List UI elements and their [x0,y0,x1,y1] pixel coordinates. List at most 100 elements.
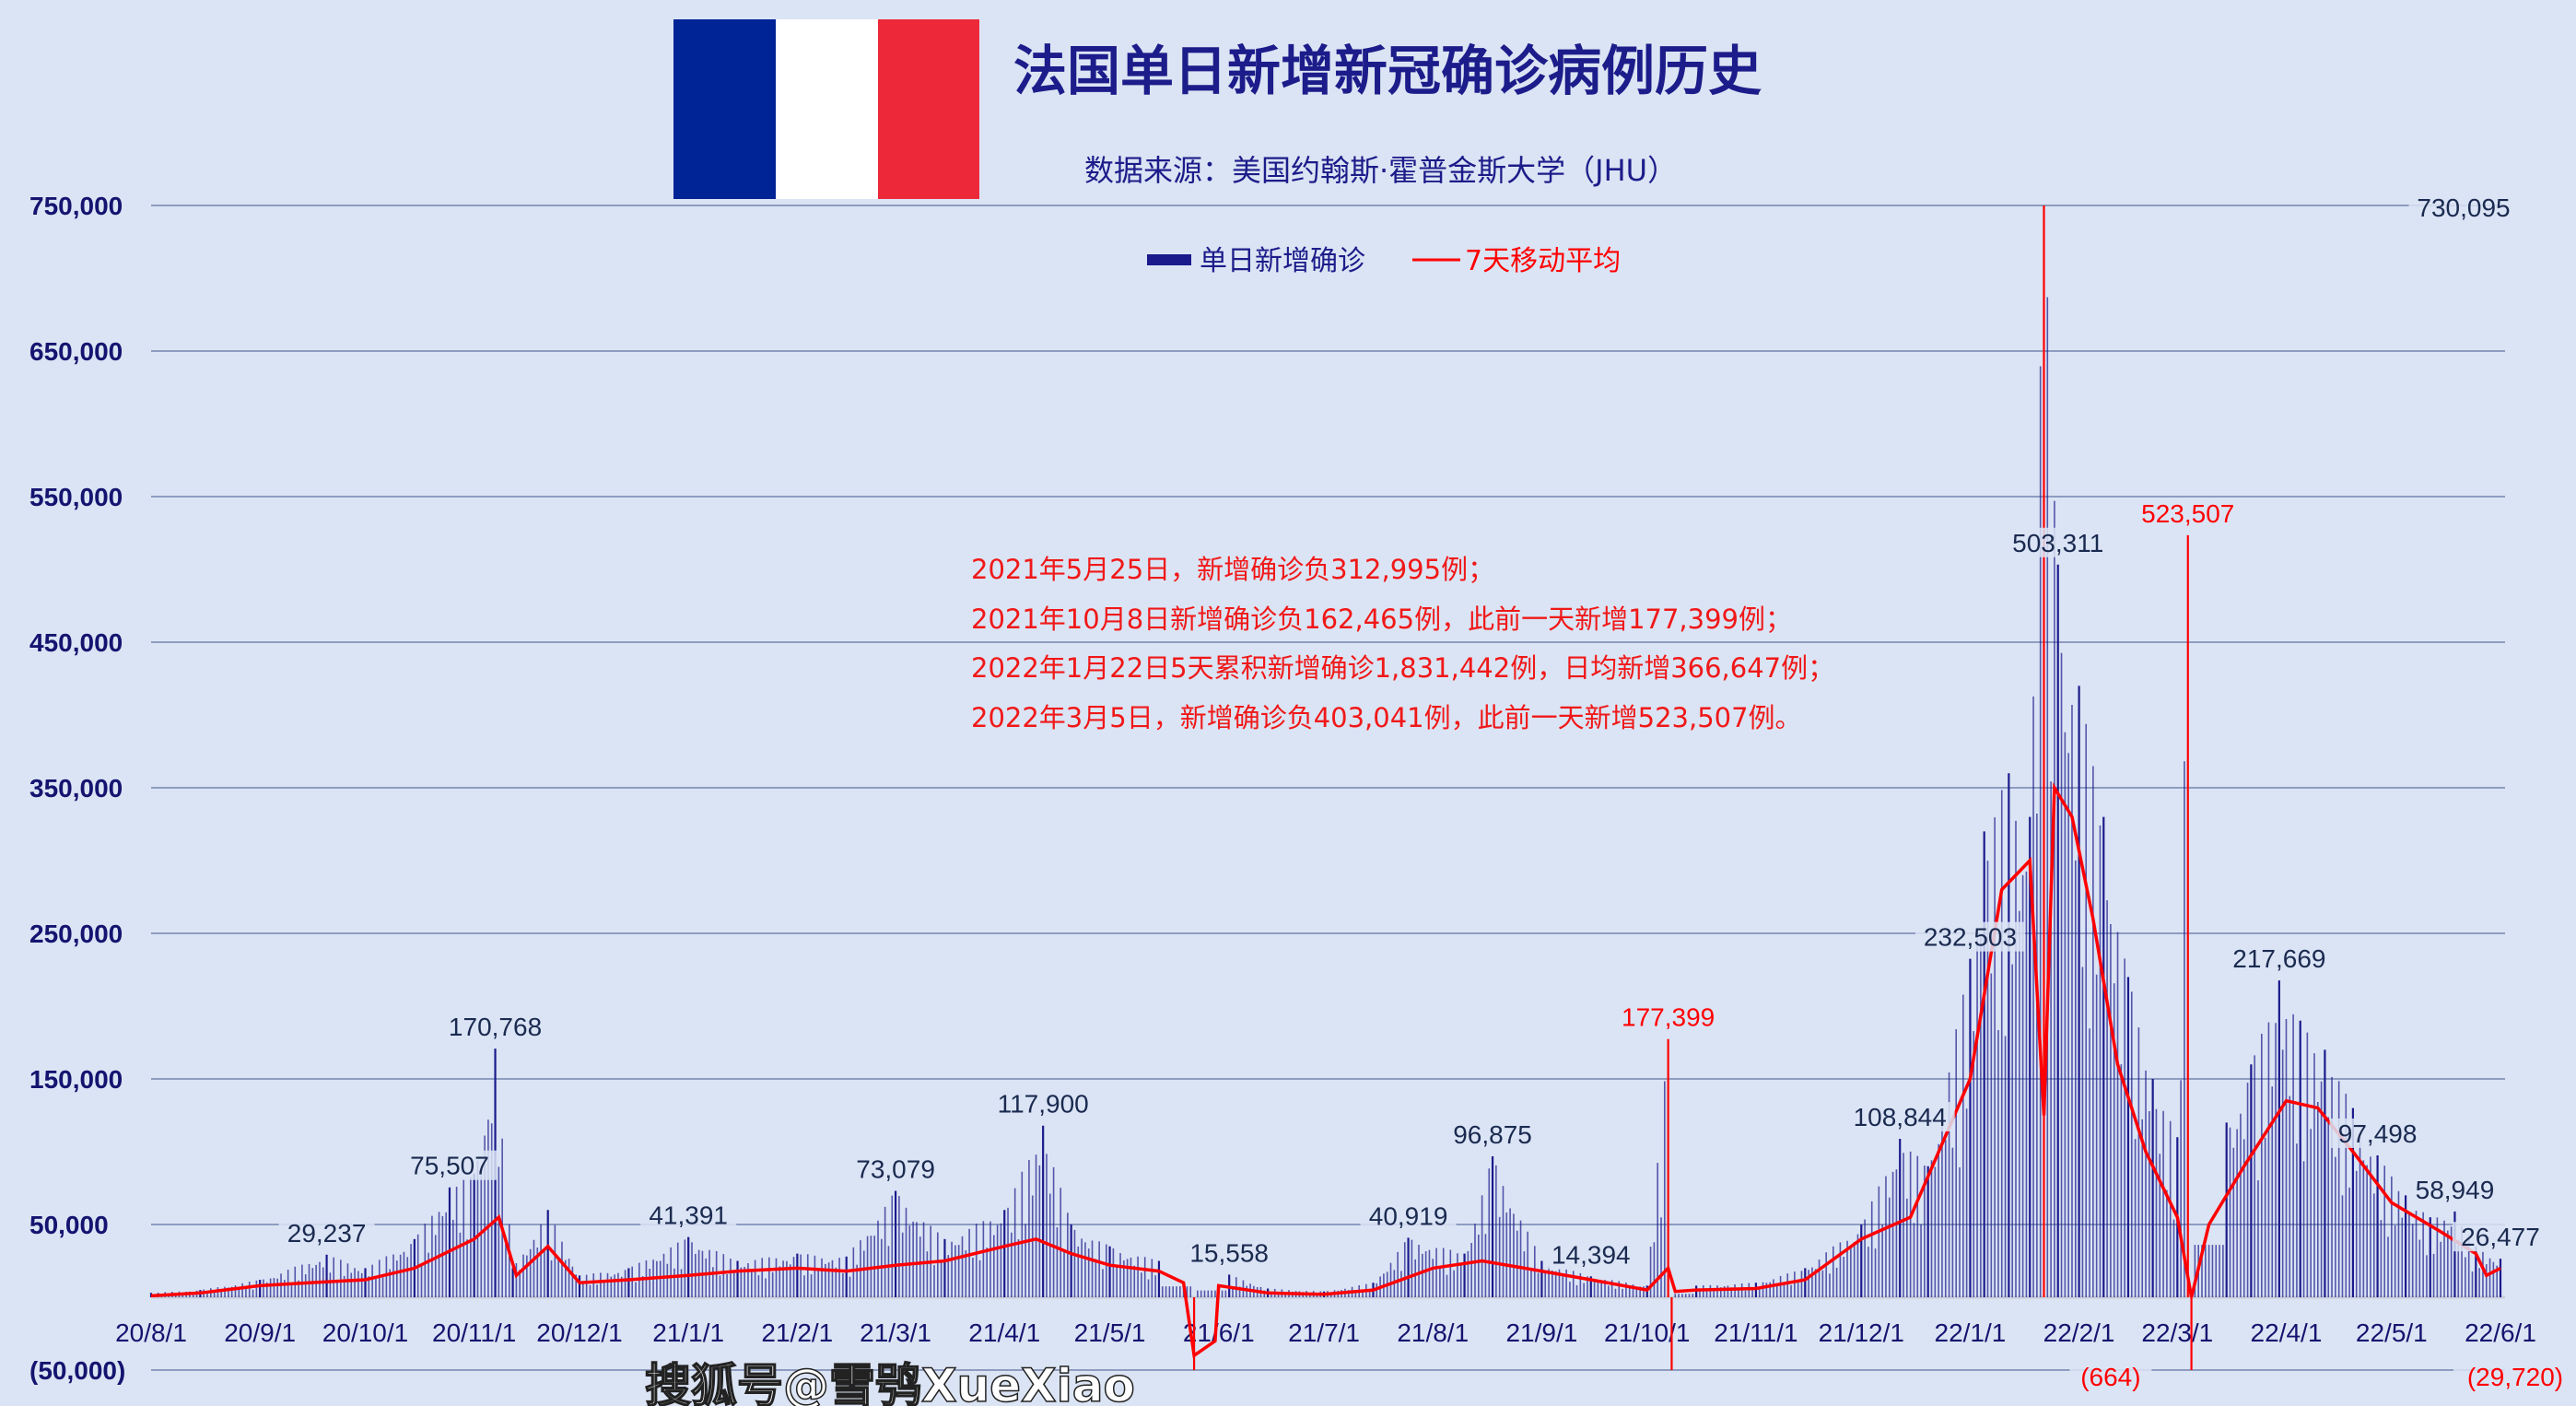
note-1: 2021年5月25日，新增确诊负312,995例； [971,554,1494,585]
annotation-notes: 2021年5月25日，新增确诊负312,995例； 2021年10月8日新增确诊… [971,554,1834,733]
data-label-bg [2406,1174,2503,1204]
data-label: 177,399 [1613,1002,1724,1032]
data-label: 217,669 [2224,943,2335,974]
france-flag [673,19,979,199]
data-label-bg [848,1154,944,1184]
legend: 单日新增确诊 7天移动平均 [1147,245,1621,277]
data-label-bg [2069,1362,2152,1391]
data-label-text: (29,720) [2467,1363,2563,1391]
x-axis: 20/8/1 20/9/1 20/10/1 20/11/1 20/12/1 21/1/1 2… [115,1318,2536,1347]
data-label-text: 177,399 [1622,1003,1715,1032]
data-label-text: 26,477 [2461,1223,2540,1251]
data-label-text: 15,558 [1189,1238,1269,1267]
data-label-text: 108,844 [1854,1103,1947,1131]
data-label-text: 73,079 [856,1155,935,1184]
x-tick-label: 21/11/1 [1714,1318,1797,1347]
data-label-bg [988,1088,1098,1119]
data-label: 170,768 [440,1012,551,1042]
data-label: (29,720) [2453,1362,2576,1391]
x-tick-label: 21/7/1 [1288,1318,1360,1347]
data-label: 730,095 [2408,193,2519,222]
x-tick-label: 22/6/1 [2465,1318,2536,1347]
y-tick-label: 450,000 [29,628,123,657]
y-tick-label: 550,000 [29,483,123,511]
y-tick-label: 650,000 [29,337,123,366]
x-tick-label: 22/1/1 [1935,1318,2007,1347]
data-label-bg [1542,1239,1639,1270]
data-label: 14,394 [1542,1239,1639,1270]
data-label-bg [1181,1237,1278,1268]
note-3: 2022年1月22日5天累积新增确诊1,831,442例，日均新增366,647… [971,652,1834,684]
data-label-bg [1914,921,2025,952]
flag-white [776,19,878,199]
data-label-bg [640,1200,737,1230]
data-label-bg [401,1150,498,1180]
data-label: 523,507 [2133,498,2243,528]
watermark: 搜狐号@雪鸮XueXiao [645,1359,1135,1406]
data-label: 108,844 [1844,1102,1955,1132]
x-tick-label: 22/5/1 [2356,1318,2428,1347]
data-label-text: 40,919 [1369,1201,1448,1230]
data-label-bg [2133,498,2243,528]
y-tick-label: 750,000 [29,192,123,220]
data-label-text: 96,875 [1453,1120,1532,1149]
flag-blue [673,19,776,199]
x-tick-label: 22/3/1 [2141,1318,2213,1347]
data-label-bg [2408,193,2519,222]
x-tick-label: 21/4/1 [968,1318,1040,1347]
data-label: 75,507 [401,1150,498,1180]
data-label-text: 75,507 [410,1152,489,1180]
y-tick-label: 50,000 [29,1211,109,1239]
moving-average-line [150,782,2501,1359]
x-tick-label: 21/8/1 [1397,1318,1469,1347]
legend-bar-swatch [1147,254,1191,265]
data-label: 503,311 [2003,527,2113,557]
x-tick-label: 22/4/1 [2251,1318,2323,1347]
note-4: 2022年3月5日，新增确诊负403,041例，此前一天新增523,507例。 [971,702,1802,733]
x-tick-label: 21/12/1 [1819,1318,1904,1347]
data-label: 232,503 [1914,921,2025,952]
data-label-text: 58,949 [2416,1176,2495,1204]
data-label-text: 170,768 [449,1013,542,1041]
note-2: 2021年10月8日新增确诊负162,465例，此前一天新增177,399例； [971,603,1792,635]
bar-series [149,205,2502,1370]
data-label: 26,477 [2453,1222,2548,1252]
data-label: 29,237 [278,1217,375,1248]
data-label-bg [2329,1118,2426,1148]
data-label-bg [2003,527,2113,557]
y-axis: 750,000 650,000 550,000 450,000 350,000 250,0… [29,192,125,1385]
x-tick-label: 21/9/1 [1505,1318,1577,1347]
x-tick-label: 22/2/1 [2043,1318,2115,1347]
x-tick-label: 21/3/1 [860,1318,931,1347]
data-label-text: 232,503 [1924,923,2017,952]
gridlines [151,205,2505,1371]
chart-title: 法国单日新增新冠确诊病例历史 [1013,40,1762,102]
data-label-text: 14,394 [1551,1240,1631,1269]
x-tick-label: 20/11/1 [432,1318,516,1347]
data-label: 15,558 [1181,1237,1278,1268]
data-label: (664) [2069,1362,2152,1391]
data-label-text: 41,391 [649,1201,728,1230]
data-label: 58,949 [2406,1174,2503,1204]
chart-subtitle: 数据来源：美国约翰斯·霍普金斯大学（JHU） [1084,153,1677,188]
data-label-text: 523,507 [2141,499,2234,528]
data-label-text: 503,311 [2012,529,2103,557]
data-label-bg [2453,1222,2548,1252]
x-tick-label: 21/1/1 [652,1318,724,1347]
legend-bars-label: 单日新增确诊 [1200,245,1365,277]
data-label-text: 97,498 [2338,1119,2418,1148]
x-tick-label: 20/12/1 [536,1318,622,1347]
data-label-bg [440,1012,551,1042]
y-tick-label: 150,000 [29,1065,123,1094]
x-tick-label: 21/2/1 [761,1318,833,1347]
x-tick-label: 20/9/1 [224,1318,296,1347]
data-labels: 29,237 75,507 170,768 41,391 73,079 117,900 15… [278,193,2576,1391]
data-label-text: 730,095 [2417,193,2510,222]
data-label: 97,498 [2329,1118,2426,1148]
data-label-text: 29,237 [287,1219,367,1248]
y-tick-label: (50,000) [29,1356,125,1385]
legend-average-label: 7天移动平均 [1465,245,1621,277]
data-label-bg [1844,1102,1955,1132]
